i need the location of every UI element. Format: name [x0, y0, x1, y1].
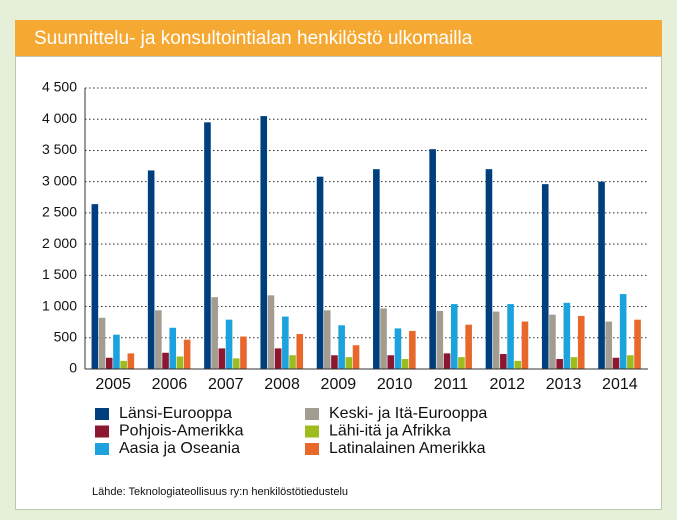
legend-label: Aasia ja Oseania: [119, 440, 240, 457]
bar: [612, 357, 620, 369]
bar: [450, 304, 458, 369]
bar: [352, 345, 360, 369]
bar: [507, 304, 514, 369]
legend-swatch: [305, 443, 319, 455]
bar: [91, 204, 99, 369]
bar: [401, 359, 409, 369]
legend-label: Lähi-itä ja Afrikka: [329, 423, 451, 440]
bar: [458, 357, 465, 369]
bar: [429, 149, 436, 369]
bar: [387, 355, 395, 369]
bar: [176, 356, 184, 369]
y-tick-label: 4 500: [42, 79, 77, 95]
bar: [147, 170, 155, 369]
bar: [183, 339, 191, 369]
legend-label: Pohjois-Amerikka: [119, 423, 244, 440]
x-tick-label: 2011: [434, 376, 469, 393]
bar: [211, 297, 218, 369]
bar: [514, 360, 522, 369]
y-tick-label: 2 000: [42, 235, 77, 251]
bar: [436, 310, 444, 369]
bar: [485, 169, 493, 369]
x-tick-label: 2013: [546, 376, 582, 393]
bar: [394, 328, 402, 369]
bar: [204, 122, 211, 369]
bar: [500, 354, 507, 369]
bar: [541, 184, 549, 369]
bar: [338, 325, 345, 369]
bar: [240, 336, 247, 369]
bar: [556, 359, 563, 369]
x-tick-label: 2007: [208, 376, 244, 393]
bar: [113, 334, 120, 369]
source: Lähde: Teknologiateollisuus ry:n henkilö…: [92, 486, 348, 498]
bar: [105, 357, 113, 369]
title-bar: [15, 20, 662, 56]
bar: [296, 334, 304, 369]
y-tick-label: 500: [54, 328, 78, 344]
bar: [98, 317, 106, 369]
bar: [162, 352, 169, 369]
bar: [549, 314, 556, 369]
bar: [345, 357, 353, 369]
bar: [465, 324, 472, 369]
bar: [563, 302, 571, 369]
bar: [155, 310, 162, 369]
bar: [634, 319, 641, 369]
bar: [282, 316, 289, 369]
bar: [605, 321, 613, 369]
chart-title: Suunnittelu- ja konsultointialan henkilö…: [34, 28, 473, 49]
legend-label: Latinalainen Amerikka: [329, 440, 486, 457]
legend-swatch: [95, 408, 109, 420]
x-tick-label: 2009: [321, 376, 357, 393]
bar: [274, 348, 282, 369]
bar: [289, 355, 296, 369]
legend-swatch: [95, 443, 109, 455]
bar: [120, 360, 127, 369]
y-tick-label: 0: [69, 360, 77, 376]
bar: [218, 348, 226, 369]
x-tick-label: 2008: [264, 376, 300, 393]
bar: [443, 353, 451, 369]
y-tick-label: 1 500: [42, 266, 77, 282]
legend-label: Keski- ja Itä-Eurooppa: [329, 405, 487, 422]
x-tick-label: 2012: [489, 376, 525, 393]
panel: [15, 56, 662, 510]
bar: [598, 181, 605, 369]
y-tick-label: 1 000: [42, 297, 77, 313]
x-tick-label: 2006: [152, 376, 188, 393]
bar: [260, 116, 268, 369]
bar: [409, 330, 416, 369]
bar: [492, 311, 500, 369]
y-tick-label: 4 000: [42, 110, 77, 126]
bar: [331, 355, 338, 369]
x-tick-label: 2010: [377, 376, 413, 393]
y-tick-label: 2 500: [42, 204, 77, 220]
legend-label: Länsi-Eurooppa: [119, 405, 232, 422]
x-tick-label: 2014: [602, 376, 638, 393]
bar: [521, 321, 529, 369]
legend-swatch: [305, 408, 319, 420]
bar: [373, 169, 380, 369]
bar: [577, 315, 585, 369]
legend-swatch: [305, 425, 319, 438]
bar: [627, 355, 634, 369]
bar: [380, 308, 387, 369]
bar: [323, 310, 331, 369]
y-tick-label: 3 500: [42, 141, 77, 157]
bar: [225, 319, 233, 369]
x-tick-label: 2005: [95, 376, 131, 393]
bar: [127, 353, 135, 369]
bar: [570, 357, 578, 369]
bar: [619, 294, 627, 369]
y-tick-label: 3 000: [42, 172, 77, 188]
legend-swatch: [95, 425, 109, 438]
bar: [316, 176, 324, 369]
bar: [169, 327, 177, 369]
bar: [232, 358, 240, 369]
bar: [267, 295, 275, 369]
